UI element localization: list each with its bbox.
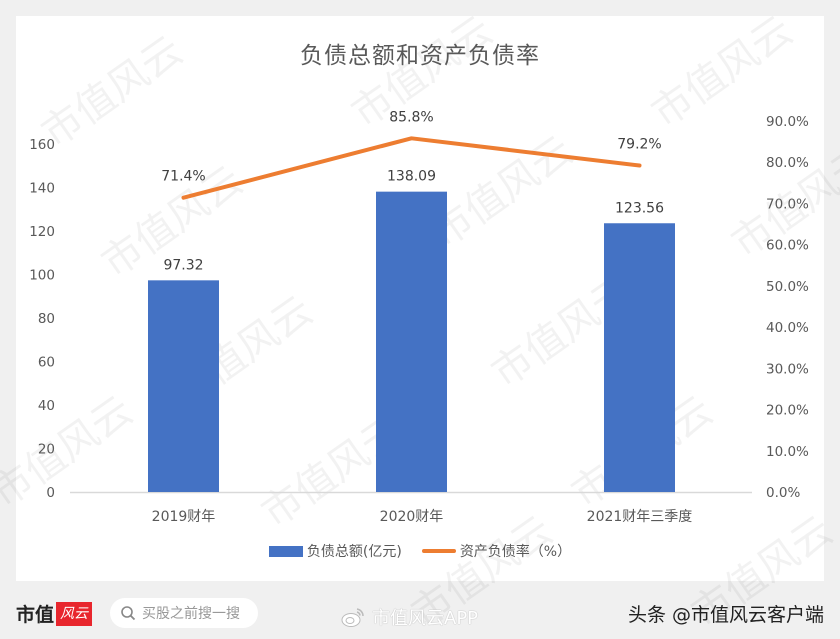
bar (604, 223, 675, 492)
bar (376, 191, 447, 493)
left-tick-label: 140 (29, 181, 55, 197)
bar-data-label: 138.09 (387, 169, 436, 185)
chart-title: 负债总额和资产负债率 (300, 43, 540, 69)
footer-bar: 市值 风云 买股之前搜一搜 市值风云APP 头条 @市值风云客户端 (0, 590, 840, 638)
left-tick-label: 40 (38, 398, 55, 414)
brand-red-badge: 风云 (56, 601, 93, 626)
right-tick-label: 70.0% (766, 196, 809, 212)
left-tick-label: 0 (46, 485, 55, 501)
right-tick-label: 40.0% (766, 320, 809, 336)
legend-bar-label: 负债总额(亿元) (306, 544, 402, 560)
brand-text: 市值 (16, 604, 55, 626)
right-tick-label: 0.0% (766, 485, 800, 501)
right-tick-label: 60.0% (766, 238, 809, 254)
search-box[interactable]: 买股之前搜一搜 (110, 598, 258, 628)
category-label: 2019财年 (152, 509, 216, 525)
toutiao-attribution: 头条 @市值风云客户端 (627, 604, 824, 626)
right-tick-label: 20.0% (766, 403, 809, 419)
left-tick-label: 160 (29, 137, 55, 153)
line-data-label: 79.2% (617, 137, 661, 153)
weibo-watermark: 市值风云APP (340, 604, 478, 630)
right-axis: 0.0% 10.0% 20.0% 30.0% 40.0% 50.0% 60.0% 70.0% 8… (766, 114, 809, 501)
category-label: 2021财年三季度 (587, 509, 693, 525)
left-tick-label: 120 (29, 224, 55, 240)
left-tick-label: 20 (38, 442, 55, 458)
line-path (181, 136, 642, 200)
right-tick-label: 90.0% (766, 114, 809, 130)
bar-swatch (268, 545, 303, 557)
line-series: 71.4% 85.8% 79.2% (161, 109, 662, 200)
search-icon (121, 606, 136, 621)
bar-data-label: 97.32 (163, 257, 203, 273)
right-tick-label: 10.0% (766, 444, 809, 460)
left-tick-label: 100 (29, 268, 55, 284)
right-tick-label: 30.0% (766, 361, 809, 377)
bar (148, 280, 219, 492)
right-tick-label: 50.0% (766, 279, 809, 295)
bar-data-label: 123.56 (615, 200, 664, 216)
legend-line-label: 资产负债率（%） (459, 544, 572, 560)
legend-item-bar: 负债总额(亿元) (268, 541, 402, 561)
search-placeholder: 买股之前搜一搜 (142, 606, 240, 622)
left-axis: 0 20 40 60 80 100 120 140 160 (29, 137, 55, 501)
right-tick-label: 80.0% (766, 155, 809, 171)
line-data-label: 71.4% (161, 169, 205, 185)
brand-logo: 市值 风云 (16, 600, 93, 627)
line-data-label: 85.8% (389, 109, 433, 125)
category-axis: 2019财年 2020财年 2021财年三季度 (152, 509, 693, 525)
bar-series: 97.32 138.09 123.56 (148, 169, 675, 493)
left-tick-label: 60 (38, 355, 55, 371)
weibo-text: 市值风云APP (372, 608, 479, 629)
left-tick-label: 80 (38, 311, 55, 327)
weibo-icon (341, 608, 364, 627)
category-label: 2020财年 (380, 509, 444, 525)
line-swatch (421, 549, 456, 553)
legend-item-line: 资产负债率（%） (421, 541, 572, 561)
legend: 负债总额(亿元) 资产负债率（%） (0, 541, 840, 561)
